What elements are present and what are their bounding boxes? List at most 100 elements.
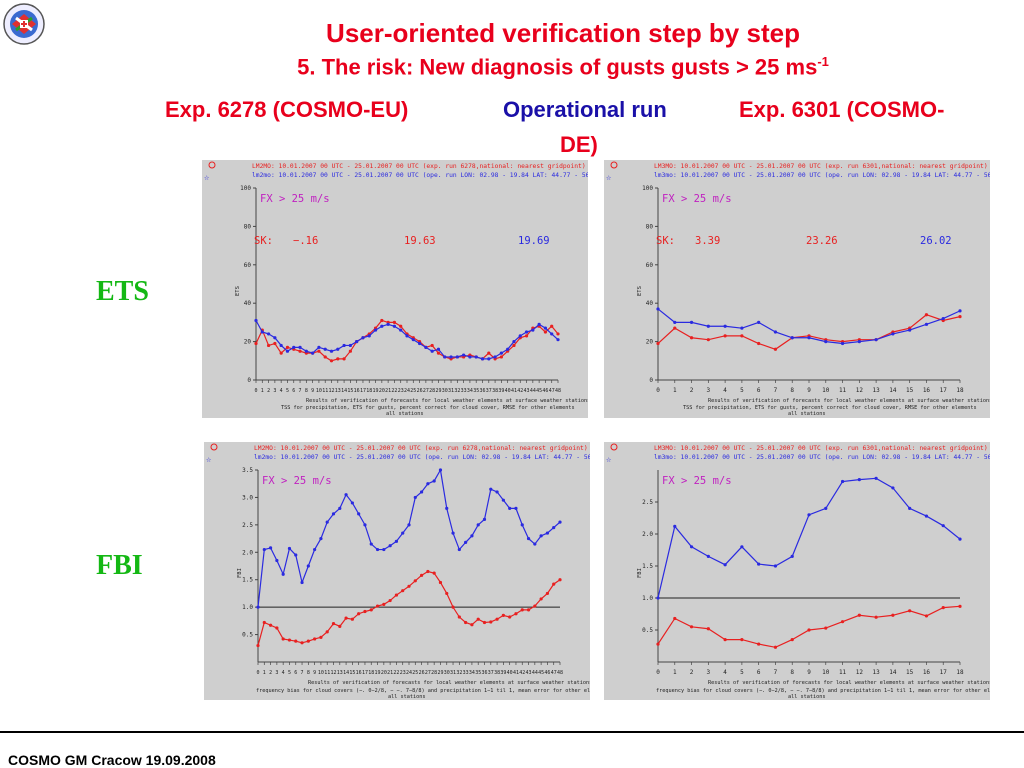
x-tick-label: 1 — [263, 670, 266, 676]
chart-footer-3: all stations — [788, 411, 825, 417]
data-point — [740, 638, 744, 642]
data-point — [331, 512, 336, 516]
data-point — [958, 537, 962, 541]
cosmo-logo — [3, 3, 45, 45]
data-point — [508, 506, 512, 510]
data-point — [268, 546, 273, 550]
data-point — [336, 347, 340, 351]
data-point — [413, 495, 417, 500]
data-point — [740, 326, 744, 330]
x-tick-label: 18 — [956, 387, 964, 394]
data-point — [552, 526, 556, 530]
data-point — [273, 336, 277, 340]
exp-run-marker-icon — [610, 161, 618, 169]
sk-value-red: 19.63 — [404, 235, 436, 247]
data-point — [673, 616, 677, 621]
fbi-de-panel: ☆ LM3MO: 10.01.2007 00 UTC - 25.01.2007 0… — [604, 442, 1009, 700]
data-point — [329, 359, 334, 363]
x-tick-label: 3 — [707, 669, 711, 676]
data-point — [958, 604, 962, 608]
x-tick-label: 2 — [690, 669, 694, 676]
data-point — [382, 602, 386, 606]
data-point — [411, 338, 415, 342]
data-point — [256, 605, 260, 609]
data-point — [464, 620, 468, 625]
data-point — [363, 609, 367, 614]
data-point — [857, 340, 861, 344]
data-point — [462, 353, 466, 357]
data-point — [773, 564, 778, 568]
data-point — [556, 338, 560, 342]
y-tick-label: 2.0 — [642, 531, 653, 538]
data-point — [556, 332, 560, 336]
data-point — [407, 584, 411, 588]
sk-value-blue: 19.69 — [518, 235, 550, 247]
data-point — [506, 347, 510, 351]
y-tick-label: 60 — [646, 262, 654, 269]
data-point — [874, 476, 878, 480]
data-point — [292, 345, 296, 349]
data-point — [908, 609, 912, 613]
data-point — [294, 553, 298, 557]
x-tick-label: 7 — [774, 669, 778, 676]
x-tick-label: 4 — [280, 388, 283, 394]
y-tick-label: 0 — [247, 377, 251, 384]
x-tick-label: 12 — [856, 387, 864, 394]
x-tick-label: 26 — [419, 670, 425, 676]
x-tick-label: 6 — [757, 387, 761, 394]
data-point — [824, 340, 828, 344]
x-tick-label: 36 — [479, 388, 485, 394]
data-point — [524, 334, 529, 338]
x-tick-label: 11 — [839, 387, 847, 394]
data-point — [520, 523, 524, 527]
data-point — [394, 539, 399, 543]
data-point — [533, 542, 537, 546]
fx-threshold-label: FX > 25 m/s — [260, 193, 330, 205]
data-point — [706, 627, 710, 631]
row-label-ets: ETS — [96, 276, 149, 307]
fx-threshold-label: FX > 25 m/s — [662, 193, 732, 205]
data-point — [552, 582, 556, 586]
data-point — [689, 320, 694, 324]
x-tick-label: 10 — [822, 669, 830, 676]
data-point — [508, 615, 512, 619]
x-tick-label: 44 — [532, 670, 538, 676]
series-line-1 — [657, 605, 961, 648]
y-tick-label: 2.0 — [242, 549, 253, 556]
x-tick-label: 11 — [839, 669, 847, 676]
data-point — [401, 589, 405, 593]
x-tick-label: 19 — [373, 388, 379, 394]
data-point — [656, 596, 660, 600]
data-point — [790, 336, 794, 340]
y-tick-label: 20 — [244, 339, 252, 346]
y-tick-label: 100 — [642, 185, 653, 192]
x-tick-label: 12 — [330, 670, 336, 676]
data-point — [417, 341, 422, 346]
data-point — [300, 580, 304, 585]
x-tick-label: 40 — [505, 388, 511, 394]
x-tick-label: 33 — [461, 388, 467, 394]
data-point — [874, 615, 878, 619]
data-point — [656, 307, 660, 311]
x-tick-label: 7 — [299, 388, 302, 394]
x-tick-label: 18 — [366, 388, 372, 394]
fx-threshold-label: FX > 25 m/s — [662, 475, 732, 487]
data-point — [392, 324, 397, 328]
slide-title: User-oriented verification step by step — [326, 18, 800, 48]
x-tick-label: 14 — [889, 387, 897, 394]
data-point — [807, 513, 811, 517]
slide-subtitle: 5. The risk: New diagnosis of gusts gust… — [0, 54, 1024, 80]
data-point — [348, 349, 352, 353]
y-tick-label: 1.5 — [242, 577, 253, 584]
x-tick-label: 31 — [450, 670, 456, 676]
x-tick-label: 37 — [488, 670, 494, 676]
data-point — [706, 324, 710, 328]
x-tick-label: 41 — [511, 388, 517, 394]
x-tick-label: 38 — [494, 670, 500, 676]
y-tick-label: 40 — [244, 300, 252, 307]
data-point — [773, 330, 778, 334]
data-point — [807, 628, 811, 632]
data-point — [262, 620, 266, 625]
data-point — [489, 487, 493, 491]
y-tick-label: 40 — [646, 300, 654, 307]
